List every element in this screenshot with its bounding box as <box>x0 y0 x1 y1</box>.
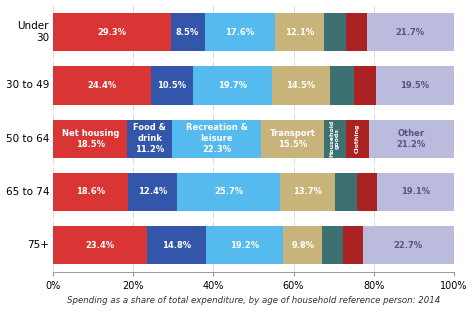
Bar <box>262 119 324 158</box>
Text: 9.8%: 9.8% <box>291 241 314 250</box>
Bar <box>346 119 369 158</box>
Bar <box>357 173 377 211</box>
Text: 10.5%: 10.5% <box>158 81 186 90</box>
Bar <box>151 66 193 104</box>
Bar <box>206 226 283 264</box>
Text: 19.5%: 19.5% <box>400 81 429 90</box>
Text: Clothing: Clothing <box>355 124 359 153</box>
X-axis label: Spending as a share of total expenditure, by age of household reference person: : Spending as a share of total expenditure… <box>67 296 440 305</box>
Text: 8.5%: 8.5% <box>176 28 199 37</box>
Bar <box>53 66 151 104</box>
Bar <box>369 119 454 158</box>
Text: Recreation &
leisure
22.3%: Recreation & leisure 22.3% <box>186 123 248 154</box>
Text: 21.7%: 21.7% <box>396 28 425 37</box>
Bar <box>367 13 454 51</box>
Bar <box>343 226 363 264</box>
Bar <box>280 173 335 211</box>
Bar <box>172 119 262 158</box>
Bar <box>324 119 346 158</box>
Text: Transport
15.5%: Transport 15.5% <box>270 129 315 149</box>
Bar <box>330 66 354 104</box>
Text: Household
goods: Household goods <box>329 120 340 157</box>
Bar <box>377 173 454 211</box>
Bar <box>275 13 324 51</box>
Bar <box>354 66 376 104</box>
Bar <box>147 226 206 264</box>
Bar <box>53 173 128 211</box>
Bar <box>53 13 171 51</box>
Text: 14.8%: 14.8% <box>162 241 191 250</box>
Bar <box>193 66 272 104</box>
Text: 24.4%: 24.4% <box>88 81 117 90</box>
Text: Other
21.2%: Other 21.2% <box>397 129 426 149</box>
Text: 18.6%: 18.6% <box>76 188 105 197</box>
Bar <box>376 66 454 104</box>
Text: Food &
drink
11.2%: Food & drink 11.2% <box>133 123 166 154</box>
Bar <box>346 13 367 51</box>
Text: 25.7%: 25.7% <box>214 188 244 197</box>
Text: 12.1%: 12.1% <box>285 28 314 37</box>
Bar <box>171 13 205 51</box>
Text: 12.4%: 12.4% <box>138 188 167 197</box>
Bar <box>324 13 346 51</box>
Text: 29.3%: 29.3% <box>97 28 126 37</box>
Bar <box>283 226 322 264</box>
Bar <box>128 173 177 211</box>
Text: 22.7%: 22.7% <box>394 241 423 250</box>
Text: 13.7%: 13.7% <box>293 188 322 197</box>
Text: Net housing
18.5%: Net housing 18.5% <box>61 129 119 149</box>
Bar <box>127 119 172 158</box>
Bar <box>177 173 280 211</box>
Bar <box>363 226 454 264</box>
Text: 19.7%: 19.7% <box>218 81 247 90</box>
Text: 19.1%: 19.1% <box>401 188 430 197</box>
Bar <box>335 173 357 211</box>
Text: 17.6%: 17.6% <box>225 28 254 37</box>
Bar <box>53 226 147 264</box>
Bar <box>53 119 127 158</box>
Text: 23.4%: 23.4% <box>86 241 114 250</box>
Text: 14.5%: 14.5% <box>286 81 315 90</box>
Text: 19.2%: 19.2% <box>230 241 259 250</box>
Bar <box>322 226 343 264</box>
Bar <box>205 13 275 51</box>
Bar <box>272 66 330 104</box>
